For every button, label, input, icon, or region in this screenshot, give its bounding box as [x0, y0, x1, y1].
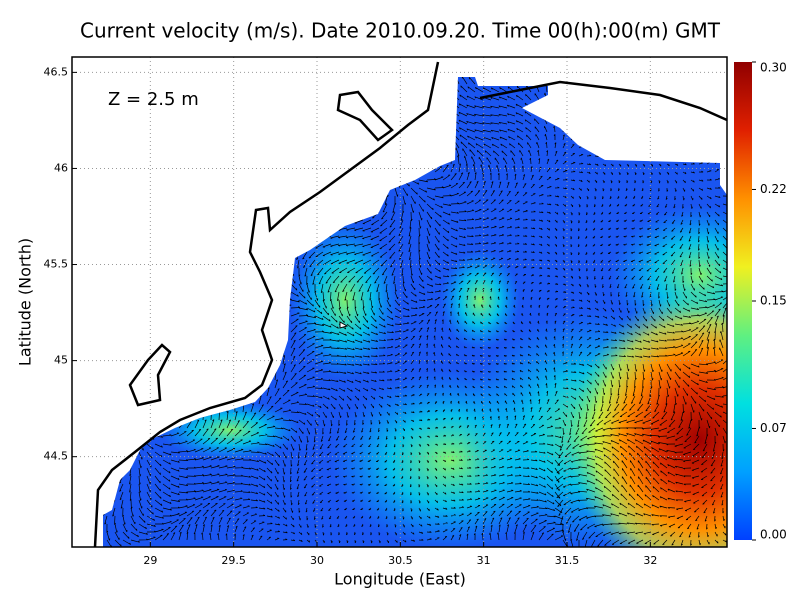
colorbar-tick-label: 0.30	[760, 61, 787, 75]
x-tick-label: 29	[143, 554, 157, 567]
x-tick-label: 31.5	[555, 554, 580, 567]
y-tick-label: 45.5	[44, 258, 69, 271]
x-tick-label: 31	[477, 554, 491, 567]
colorbar-tick-label: 0.15	[760, 294, 787, 308]
colorbar-tick-label: 0.07	[760, 421, 787, 435]
velocity-field	[103, 77, 727, 547]
colorbar	[734, 62, 752, 540]
y-tick-label: 45	[54, 354, 68, 367]
y-tick-label: 44.5	[44, 450, 69, 463]
x-tick-label: 32	[643, 554, 657, 567]
x-axis-label: Longitude (East)	[334, 570, 466, 589]
chart-title: Current velocity (m/s). Date 2010.09.20.…	[80, 19, 721, 43]
x-tick-label: 30.5	[388, 554, 413, 567]
colorbar-tick-label: 0.00	[760, 528, 787, 542]
y-tick-label: 46	[54, 161, 68, 174]
plot-frame	[71, 56, 728, 548]
y-axis-label: Latitude (North)	[16, 238, 35, 366]
x-tick-label: 29.5	[221, 554, 246, 567]
map-area	[72, 57, 727, 547]
annotation: Z = 2.5 m	[108, 89, 199, 110]
y-tick-label: 46.5	[44, 65, 69, 78]
x-tick-label: 30	[310, 554, 324, 567]
colorbar-tick-label: 0.22	[760, 182, 787, 196]
